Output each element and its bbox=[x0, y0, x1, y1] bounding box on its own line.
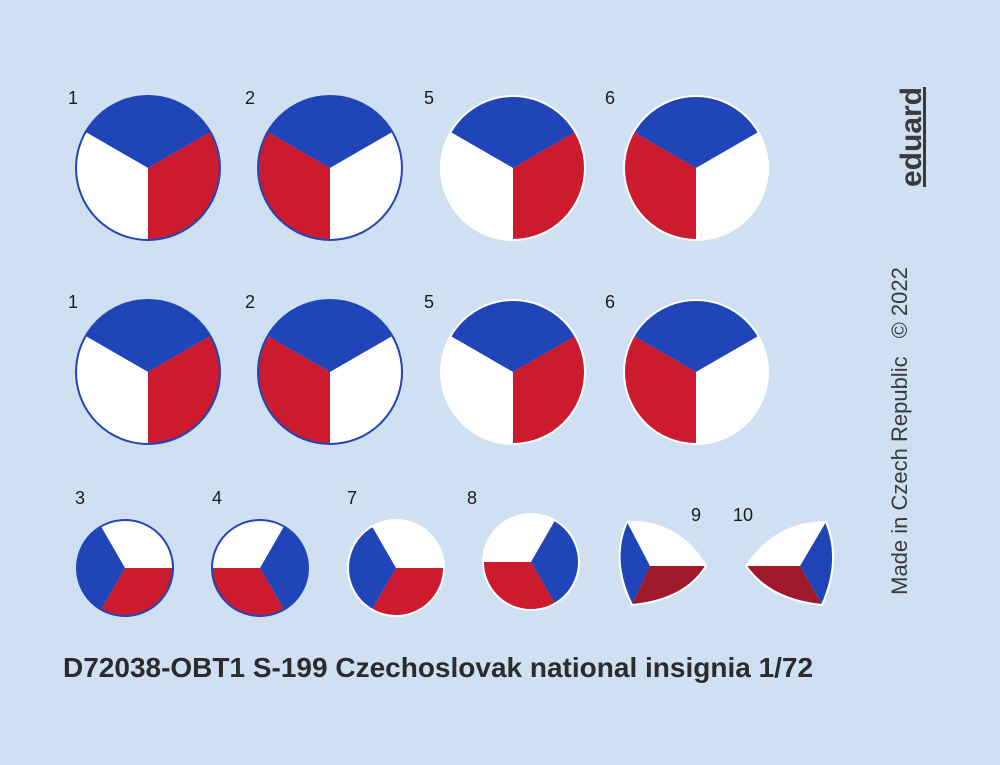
decal-number: 8 bbox=[467, 488, 478, 508]
decal-number: 2 bbox=[245, 88, 256, 108]
roundel-decal-2-bottom bbox=[257, 299, 403, 445]
sheet-title: D72038-OBT1 S-199 Czechoslovak national … bbox=[63, 652, 814, 683]
roundel-decal-2-top bbox=[257, 95, 403, 241]
roundel-decal-4 bbox=[211, 519, 309, 617]
decal-number: 1 bbox=[68, 88, 79, 108]
roundel-decal-5-bottom bbox=[440, 299, 586, 445]
roundel-decal-5-top bbox=[440, 95, 586, 241]
eduard-logo: eduard bbox=[895, 86, 928, 188]
roundel-decal-6-bottom bbox=[623, 299, 769, 445]
roundel-decal-7 bbox=[347, 519, 445, 617]
roundel-decal-6-top bbox=[623, 95, 769, 241]
decal-number: 5 bbox=[424, 88, 435, 108]
decal-number: 7 bbox=[347, 488, 358, 508]
decal-number: 6 bbox=[605, 292, 616, 312]
roundel-decal-3 bbox=[76, 519, 174, 617]
roundel-decal-1-top bbox=[75, 95, 221, 241]
roundel-decal-8 bbox=[482, 513, 580, 611]
made-in-label: Made in Czech Republic bbox=[887, 356, 912, 595]
lens-decal-10 bbox=[744, 520, 835, 607]
decal-number: 1 bbox=[68, 292, 79, 312]
decal-number: 6 bbox=[605, 88, 616, 108]
decal-number: 9 bbox=[691, 505, 702, 525]
lens-decal-9 bbox=[618, 520, 708, 607]
decal-number: 4 bbox=[212, 488, 223, 508]
decal-number: 2 bbox=[245, 292, 256, 312]
decal-number: 10 bbox=[733, 505, 754, 525]
copyright-label: © 2022 bbox=[887, 267, 912, 339]
decal-number: 5 bbox=[424, 292, 435, 312]
roundel-decal-1-bottom bbox=[75, 299, 221, 445]
made-in-text: Made in Czech Republic © 2022 bbox=[887, 231, 913, 631]
decal-number: 3 bbox=[75, 488, 86, 508]
